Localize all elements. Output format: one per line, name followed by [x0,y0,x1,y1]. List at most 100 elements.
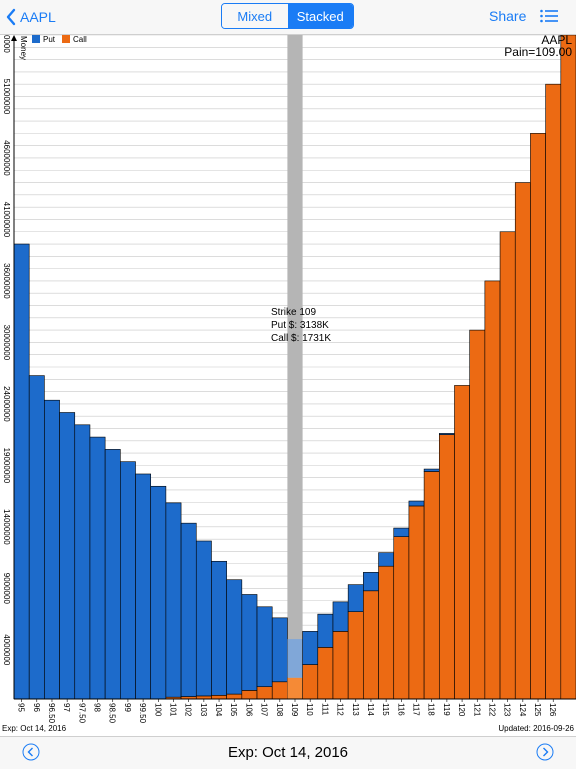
x-tick-label: 124 [518,703,527,717]
expiration-label: Exp: Oct 14, 2016 [2,724,67,733]
x-tick-label: 100 [153,703,162,717]
put-bar [332,601,349,632]
call-bar [514,182,531,700]
tooltip-strike: Strike 109 [271,307,316,318]
y-tick-label: 9000000 [2,573,11,605]
share-button[interactable]: Share [489,8,527,24]
call-bar [363,590,379,700]
x-tick-label: 99.50 [138,703,147,724]
x-tick-label: 115 [381,703,390,716]
legend-call-label: Call [73,35,87,44]
x-tick-label: 96 [32,703,41,712]
expiration-title: Exp: Oct 14, 2016 [227,744,349,761]
x-tick-label: 101 [168,703,177,717]
list-icon[interactable] [540,9,558,23]
x-tick-label: 116 [396,703,405,716]
put-bar [135,473,152,700]
x-tick-label: 119 [442,703,451,716]
x-tick-label: 120 [457,703,466,717]
put-bar [13,243,30,700]
highlight-band [287,35,303,699]
put-bar [256,606,273,688]
x-tick-label: 96.50 [47,703,56,724]
put-bar [302,631,319,665]
x-tick-label: 108 [275,703,284,717]
put-bar [438,433,455,435]
segment-stacked[interactable]: Stacked [287,4,353,28]
x-tick-label: 97 [62,703,71,712]
legend-call-swatch [62,35,70,43]
call-bar [211,695,227,700]
put-bar [104,449,121,700]
x-tick-label: 98.50 [108,703,117,724]
put-bar [287,639,303,678]
next-expiration-icon[interactable] [536,743,554,761]
x-tick-label: 117 [412,703,421,716]
y-axis-label: Money [19,36,28,60]
call-bar [393,536,410,700]
x-tick-label: 104 [214,703,223,717]
x-tick-label: 111 [320,703,329,716]
segment-mixed[interactable]: Mixed [222,4,288,28]
y-tick-label: 36000000 [2,263,11,299]
y-tick-label: 4000000 [2,634,11,666]
call-bar [302,664,319,700]
updated-label: Updated: 2016-09-26 [498,724,574,733]
put-bar [28,375,45,700]
back-label: AAPL [20,9,56,25]
pain-chart[interactable]: 4000000 9000000 14000000 19000000 24000000 30… [0,35,576,725]
x-tick-label: 98 [93,703,102,712]
strike-tooltip: Strike 109 Put $: 3138K Call $: 1731K [271,307,331,344]
call-bar [454,385,470,700]
put-bar [241,594,258,691]
call-bar [378,565,395,700]
put-bar [226,579,243,695]
x-axis: 95 96 96.50 97 97.50 98 98.50 99 99.50 100 101 102 1… [14,698,576,724]
call-bar [423,471,440,700]
call-bar [332,631,349,700]
call-bar [484,280,501,700]
x-tick-label: 112 [336,703,345,716]
put-bar [120,461,136,700]
x-tick-label: 103 [199,703,208,717]
bars-layer [13,35,576,700]
put-bar [89,436,106,700]
x-tick-label: 118 [427,703,436,716]
back-button[interactable]: AAPL [6,6,56,28]
y-tick-label: 24000000 [2,386,11,422]
call-bar [499,231,516,700]
x-tick-label: 105 [229,703,238,717]
call-bar [545,83,562,700]
call-bar [256,686,273,700]
y-tick-label: 41000000 [2,202,11,238]
y-tick-label: 56000000 [2,35,11,53]
x-tick-label: 121 [472,703,481,717]
put-bar [347,584,364,612]
x-tick-label: 97.50 [77,703,86,724]
call-bar [560,35,576,700]
x-tick-label: 113 [351,703,360,716]
call-bar [271,681,288,700]
put-bar [74,424,91,700]
y-tick-label: 30000000 [2,325,11,361]
x-tick-label: 95 [17,703,26,712]
navigation-bar: AAPL Mixed Stacked Share [0,0,576,35]
call-bar [317,647,334,700]
put-bar [165,502,182,698]
call-bar [530,133,546,700]
chart-title: AAPL [541,35,572,47]
call-bar [438,434,455,700]
put-bar [271,617,288,683]
call-bar [469,329,486,700]
call-bar [241,690,258,700]
put-bar [423,468,440,472]
put-bar [211,560,227,696]
y-axis: 4000000 9000000 14000000 19000000 24000000 30… [2,35,17,699]
previous-expiration-icon[interactable] [22,743,40,761]
y-tick-label: 14000000 [2,509,11,545]
put-bar [44,399,60,700]
x-tick-label: 114 [366,703,375,716]
tooltip-put: Put $: 3138K [271,320,329,331]
legend-put-label: Put [43,35,56,44]
put-bar [150,485,167,700]
